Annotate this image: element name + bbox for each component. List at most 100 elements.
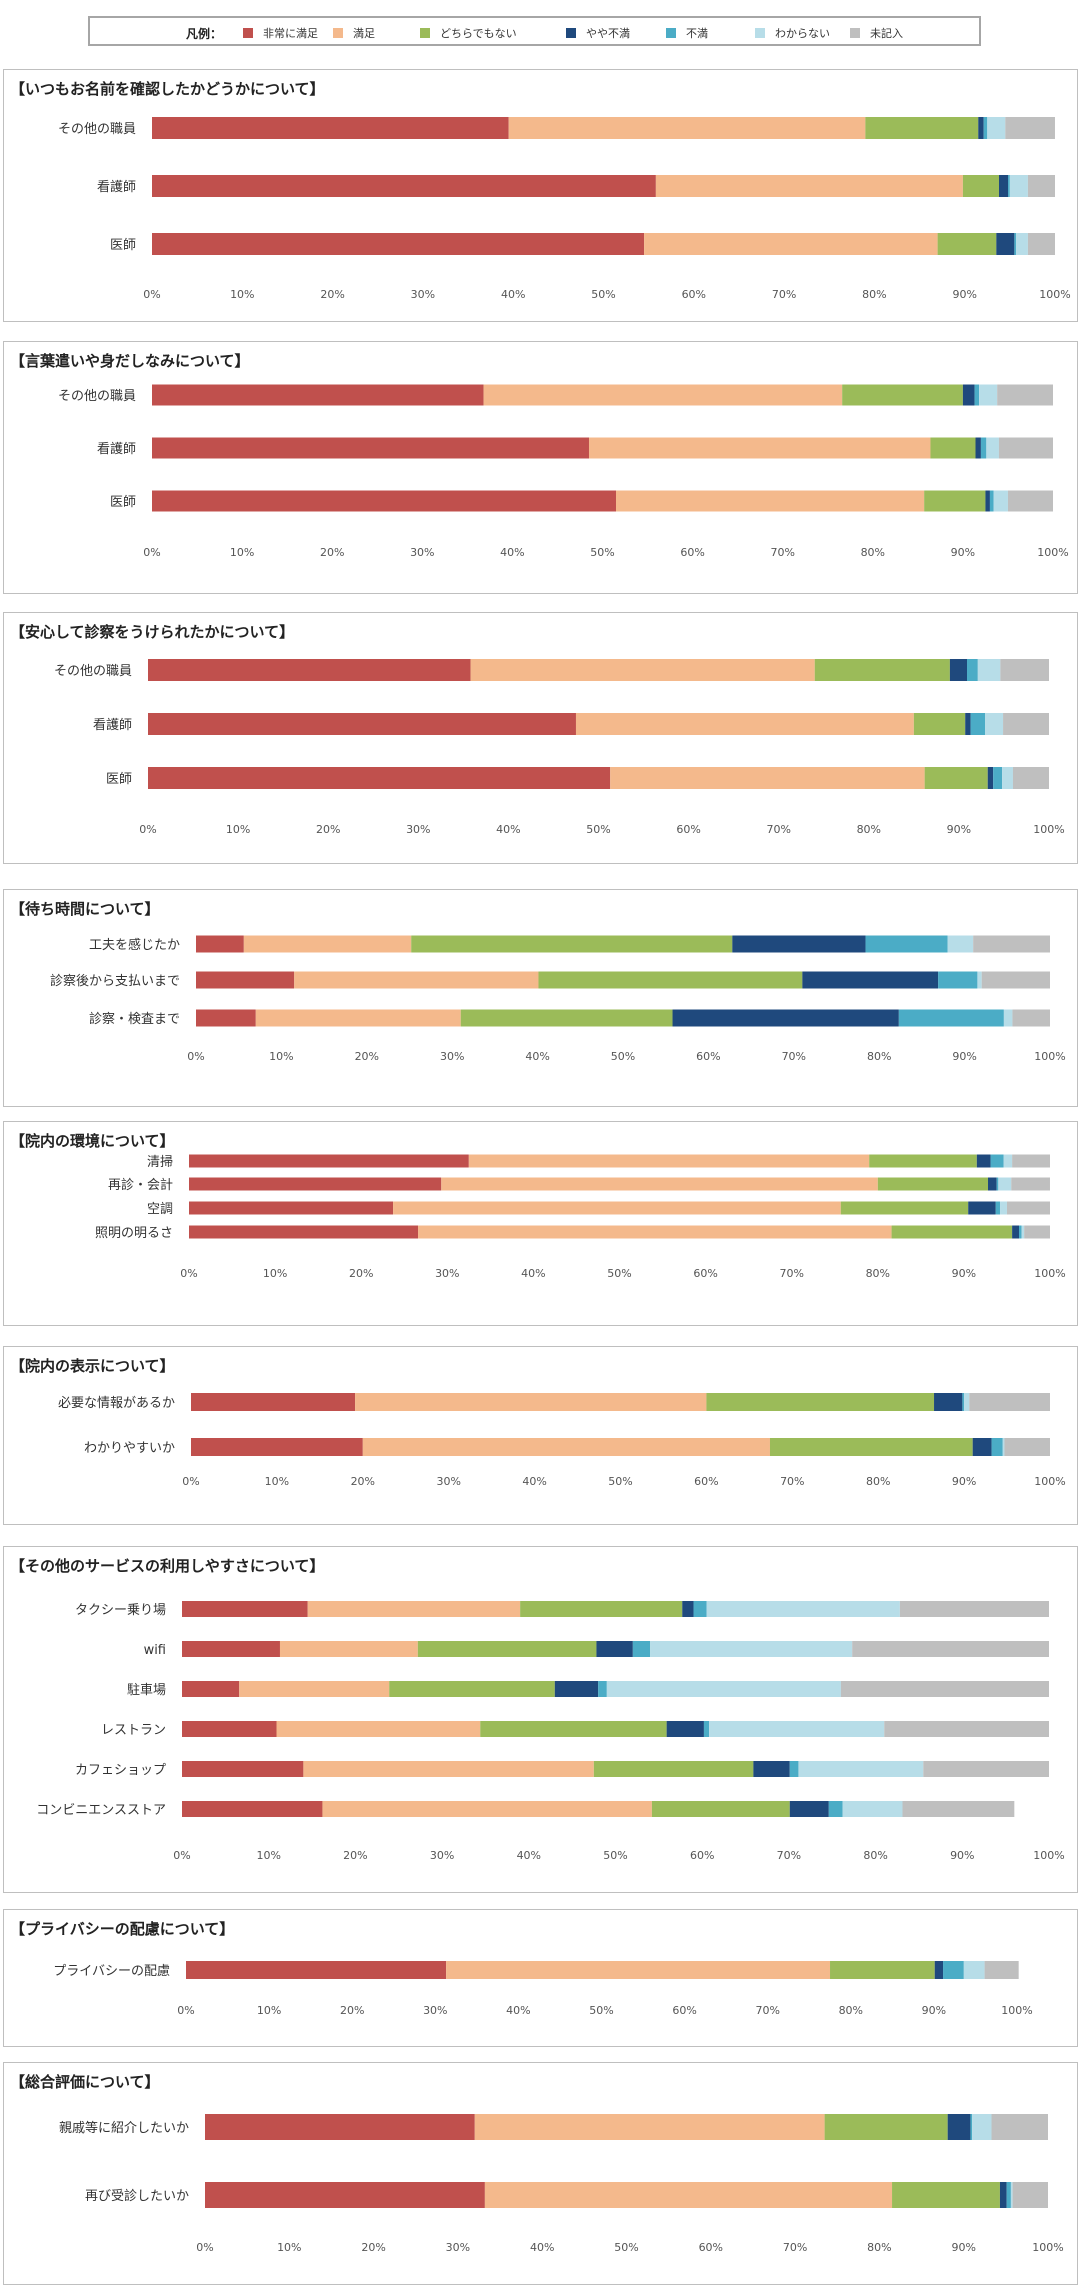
bar-segment <box>307 1601 521 1617</box>
category-label: その他の職員 <box>58 389 136 404</box>
bar-segment <box>913 713 966 735</box>
legend-title: 凡例： <box>186 26 222 41</box>
category-label: 親戚等に紹介したいか <box>59 2120 189 2136</box>
bar-segment <box>606 1681 841 1697</box>
legend-label: 満足 <box>353 27 375 40</box>
bar-segment <box>148 767 611 789</box>
bar-segment <box>598 1681 607 1697</box>
x-tick-label: 40% <box>530 2241 554 2254</box>
bar-segment <box>998 437 1053 459</box>
bar-segment <box>468 1154 870 1168</box>
category-label: タクシー乗り場 <box>75 1603 166 1618</box>
bar-segment <box>842 1801 903 1817</box>
bar-segment <box>1006 2182 1011 2208</box>
x-tick-label: 80% <box>866 1267 890 1280</box>
x-tick-label: 90% <box>952 1050 976 1063</box>
x-tick-label: 40% <box>517 1849 541 1862</box>
x-tick-label: 50% <box>603 1849 627 1862</box>
x-tick-label: 90% <box>952 288 976 301</box>
bar-segment <box>973 935 1050 953</box>
x-tick-label: 30% <box>435 1267 459 1280</box>
x-tick-label: 40% <box>525 1050 549 1063</box>
bar-segment <box>441 1177 878 1191</box>
bar-segment <box>417 1641 597 1657</box>
x-tick-label: 10% <box>263 1267 287 1280</box>
bar-segment <box>996 233 1015 255</box>
bar-segment <box>930 437 976 459</box>
bar-segment <box>243 935 412 953</box>
bar-segment <box>972 2114 992 2140</box>
x-tick-label: 20% <box>349 1267 373 1280</box>
bar-segment <box>983 117 988 139</box>
x-tick-label: 70% <box>780 1475 804 1488</box>
bar-segment <box>152 175 656 197</box>
bar-segment <box>593 1761 754 1777</box>
chart-title: 【安心して診察をうけられたかについて】 <box>10 623 294 641</box>
bar-segment <box>962 1393 965 1411</box>
bar-segment <box>865 117 979 139</box>
bar-segment <box>196 971 295 989</box>
bar-segment <box>884 1721 1049 1737</box>
chart-title: 【いつもお名前を確認したかどうかについて】 <box>10 80 325 98</box>
x-tick-label: 60% <box>696 1050 720 1063</box>
x-tick-label: 60% <box>693 1267 717 1280</box>
category-label: 診察・検査まで <box>89 1011 180 1027</box>
x-tick-label: 10% <box>226 823 250 836</box>
bar-segment <box>483 384 843 406</box>
bar-segment <box>947 935 974 953</box>
bar-segment <box>991 2114 1048 2140</box>
bar-segment <box>984 1961 1019 1979</box>
x-tick-label: 40% <box>500 546 524 559</box>
legend: 凡例： 非常に満足 満足 どちらでもない やや不満 不満 わからない 未記入 <box>88 16 981 46</box>
bar-segment <box>1009 175 1028 197</box>
bar-segment <box>732 935 866 953</box>
bar-segment <box>979 384 998 406</box>
category-label: wifi <box>144 1643 166 1658</box>
category-label: 再診・会計 <box>108 1177 173 1193</box>
x-tick-label: 80% <box>863 1849 887 1862</box>
bar-segment <box>474 2114 825 2140</box>
chart-title: 【プライバシーの配慮について】 <box>10 1920 234 1938</box>
x-tick-label: 50% <box>608 1475 632 1488</box>
bar-segment <box>898 1009 1004 1027</box>
x-tick-label: 50% <box>586 823 610 836</box>
x-tick-label: 20% <box>340 2004 364 2017</box>
bar-segment <box>977 659 1001 681</box>
category-label: 駐車場 <box>127 1683 166 1698</box>
bar-segment <box>924 767 988 789</box>
bar-segment <box>446 1961 831 1979</box>
bar-segment <box>152 233 645 255</box>
chart-svg: 【プライバシーの配慮について】プライバシーの配慮 0% 10% 20% 30% 40% 50… <box>10 1920 1033 2017</box>
legend-label: どちらでもない <box>440 27 517 40</box>
bar-segment <box>998 1177 1012 1191</box>
bar-segment <box>666 1721 704 1737</box>
bar-segment <box>865 935 948 953</box>
bar-segment <box>389 1681 555 1697</box>
bar-segment <box>1003 1009 1013 1027</box>
bar-segment <box>1002 767 1013 789</box>
bar-segment <box>999 2182 1007 2208</box>
bar-segment <box>1007 490 1053 512</box>
category-label: コンビニエンスストア <box>36 1803 166 1818</box>
bar-segment <box>1021 1225 1025 1239</box>
x-tick-label: 40% <box>501 288 525 301</box>
bar-segment <box>972 1438 992 1456</box>
x-tick-label: 20% <box>320 546 344 559</box>
bar-segment <box>975 437 981 459</box>
x-tick-label: 90% <box>947 823 971 836</box>
x-tick-label: 30% <box>430 1849 454 1862</box>
bar-segment <box>1006 1201 1050 1215</box>
bar-segment <box>644 233 938 255</box>
bar-segment <box>186 1961 447 1979</box>
bar-segment <box>789 1801 829 1817</box>
bar-segment <box>255 1009 461 1027</box>
bar-segment <box>924 490 986 512</box>
x-tick-label: 70% <box>770 546 794 559</box>
bar-segment <box>937 233 997 255</box>
x-tick-label: 100% <box>1034 1050 1065 1063</box>
legend-swatch <box>566 28 576 38</box>
x-tick-label: 100% <box>1032 2241 1063 2254</box>
